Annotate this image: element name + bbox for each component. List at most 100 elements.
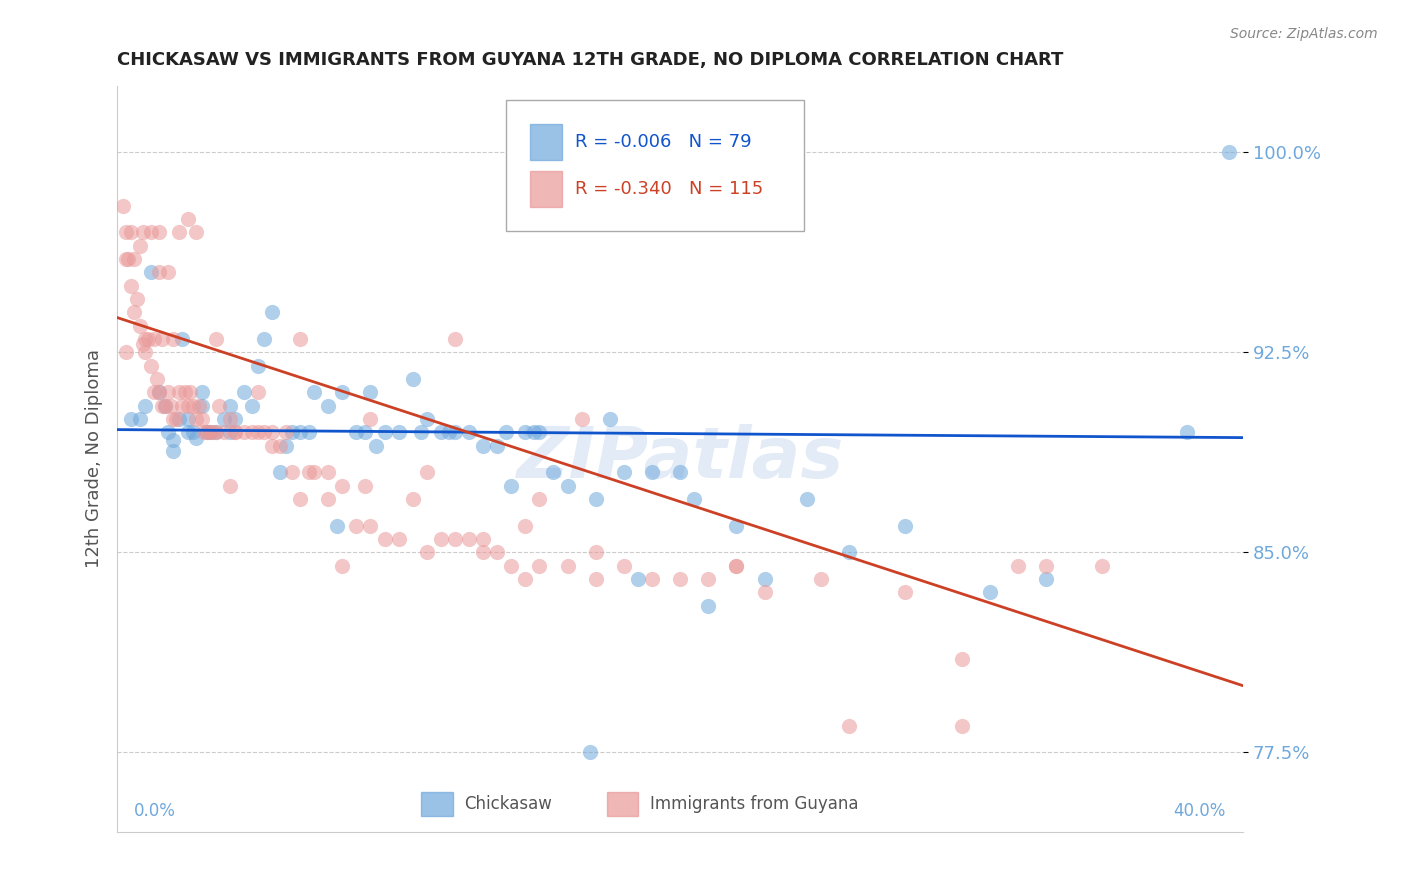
Point: [557, 558, 579, 573]
Point: [725, 558, 748, 573]
Point: [444, 425, 467, 440]
Point: [486, 545, 509, 559]
Point: [472, 532, 495, 546]
Bar: [530, 171, 562, 207]
Point: [316, 465, 339, 479]
Point: [184, 412, 207, 426]
Point: [218, 478, 240, 492]
Point: [131, 225, 153, 239]
Point: [162, 434, 184, 448]
Point: [472, 545, 495, 559]
Point: [111, 198, 134, 212]
Point: [170, 332, 193, 346]
Point: [232, 425, 254, 440]
Text: Chickasaw: Chickasaw: [464, 795, 551, 813]
Point: [288, 491, 311, 506]
Point: [148, 225, 170, 239]
Point: [360, 412, 382, 426]
Point: [354, 478, 377, 492]
Point: [181, 425, 204, 440]
Text: CHICKASAW VS IMMIGRANTS FROM GUYANA 12TH GRADE, NO DIPLOMA CORRELATION CHART: CHICKASAW VS IMMIGRANTS FROM GUYANA 12TH…: [117, 51, 1063, 69]
Point: [117, 252, 139, 266]
Point: [148, 385, 170, 400]
Point: [280, 425, 302, 440]
Bar: [530, 124, 562, 161]
Point: [1091, 558, 1114, 573]
Bar: [607, 792, 638, 816]
Point: [585, 491, 607, 506]
Point: [269, 465, 291, 479]
Point: [439, 425, 461, 440]
FancyBboxPatch shape: [506, 101, 804, 231]
Point: [128, 412, 150, 426]
Point: [224, 425, 246, 440]
Point: [725, 518, 748, 533]
Point: [374, 425, 396, 440]
Point: [232, 385, 254, 400]
Point: [184, 431, 207, 445]
Point: [198, 425, 221, 440]
Point: [120, 278, 142, 293]
Point: [150, 399, 173, 413]
Point: [131, 337, 153, 351]
Point: [501, 558, 523, 573]
Point: [754, 585, 776, 599]
Point: [402, 491, 425, 506]
Point: [176, 211, 198, 226]
Point: [1175, 425, 1198, 440]
Point: [1218, 145, 1240, 160]
Point: [150, 332, 173, 346]
Point: [224, 412, 246, 426]
Point: [950, 652, 973, 666]
Point: [184, 225, 207, 239]
Point: [669, 465, 692, 479]
Point: [148, 265, 170, 279]
Point: [627, 572, 650, 586]
Point: [207, 399, 229, 413]
Point: [697, 599, 720, 613]
Point: [139, 225, 162, 239]
Point: [515, 518, 537, 533]
Point: [139, 359, 162, 373]
Point: [1007, 558, 1029, 573]
Point: [302, 465, 325, 479]
Point: [145, 372, 167, 386]
Point: [599, 412, 621, 426]
Point: [523, 425, 546, 440]
Point: [402, 372, 425, 386]
Point: [128, 238, 150, 252]
Point: [246, 359, 269, 373]
Point: [120, 225, 142, 239]
Point: [302, 385, 325, 400]
Point: [122, 252, 145, 266]
Text: Immigrants from Guyana: Immigrants from Guyana: [650, 795, 858, 813]
Point: [193, 425, 215, 440]
Point: [156, 425, 179, 440]
Point: [669, 572, 692, 586]
Point: [218, 425, 240, 440]
Point: [557, 478, 579, 492]
Point: [176, 412, 198, 426]
Point: [240, 399, 263, 413]
Point: [344, 425, 367, 440]
Point: [162, 412, 184, 426]
Point: [260, 439, 283, 453]
Point: [120, 412, 142, 426]
Point: [697, 572, 720, 586]
Point: [344, 518, 367, 533]
Point: [114, 225, 136, 239]
Point: [139, 265, 162, 279]
Text: Source: ZipAtlas.com: Source: ZipAtlas.com: [1230, 27, 1378, 41]
Point: [128, 318, 150, 333]
Point: [641, 572, 664, 586]
Point: [613, 465, 636, 479]
Point: [374, 532, 396, 546]
Point: [134, 332, 156, 346]
Point: [366, 439, 388, 453]
Point: [316, 491, 339, 506]
Point: [252, 425, 274, 440]
Text: 40.0%: 40.0%: [1174, 803, 1226, 821]
Point: [269, 439, 291, 453]
Point: [754, 572, 776, 586]
Point: [218, 399, 240, 413]
